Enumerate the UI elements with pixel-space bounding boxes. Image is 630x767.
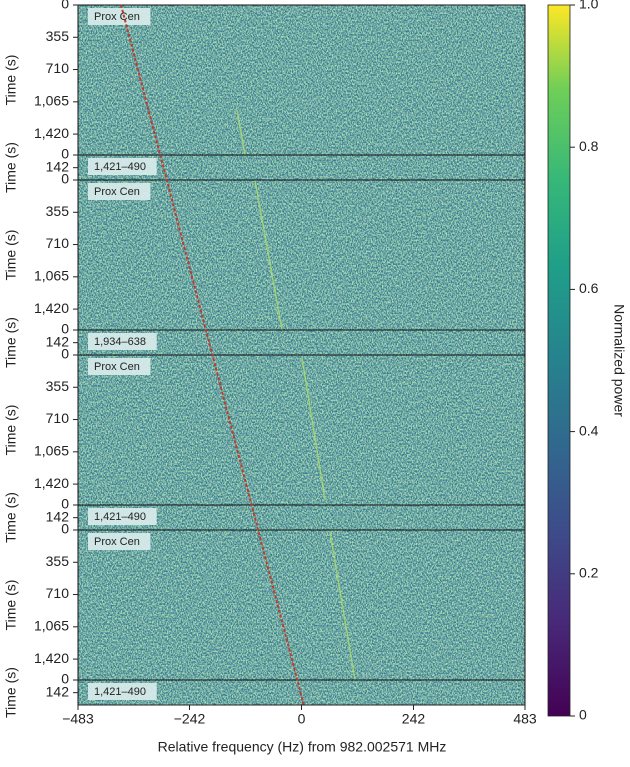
colorbar-tick-label: 0.4	[579, 422, 599, 438]
panel-label: Prox Cen	[88, 533, 151, 550]
colorbar-tick-label: 1.0	[579, 0, 599, 12]
y-tick-label: 0	[61, 521, 69, 537]
x-tick-label: 0	[298, 711, 306, 727]
panel-label-box	[88, 533, 151, 550]
signal-trace	[301, 357, 326, 501]
y-tick-label: 0	[61, 496, 69, 512]
y-tick-label: 355	[46, 378, 70, 394]
panel-label-text: 1,421–490	[94, 161, 146, 173]
panel-label-text: 1,934–638	[94, 336, 146, 348]
y-axis-label: Time (s)	[3, 405, 19, 456]
colorbar	[547, 4, 571, 717]
panel-label-box	[88, 8, 151, 25]
y-tick-label: 0	[61, 146, 69, 162]
signal-trace	[329, 531, 356, 681]
y-tick-label: 355	[46, 553, 70, 569]
y-axis-label: Time (s)	[3, 142, 19, 193]
panel-label-text: Prox Cen	[94, 11, 140, 23]
y-tick-label: 1,420	[34, 650, 69, 666]
panel-label: 1,934–638	[88, 333, 157, 350]
colorbar-tick-label: 0.8	[579, 138, 599, 154]
x-tick-label: 483	[513, 711, 537, 727]
x-tick-label: −483	[62, 711, 94, 727]
y-axis-label: Time (s)	[3, 667, 19, 718]
panel-label: Prox Cen	[88, 8, 151, 25]
colorbar-label: Normalized power	[611, 304, 627, 417]
panel-label-box	[88, 158, 157, 175]
y-tick-label: 0	[61, 171, 69, 187]
y-tick-label: 142	[46, 333, 70, 349]
x-tick-label: −242	[174, 711, 206, 727]
panel-label-box	[88, 358, 151, 375]
panel-label: Prox Cen	[88, 358, 151, 375]
y-axis-label: Time (s)	[3, 230, 19, 281]
y-tick-label: 1,065	[34, 618, 69, 634]
y-tick-label: 0	[61, 346, 69, 362]
y-tick-label: 1,420	[34, 300, 69, 316]
y-tick-label: 355	[46, 203, 70, 219]
drift-track	[120, 4, 305, 706]
panel-label-text: Prox Cen	[94, 536, 140, 548]
colorbar-tick-label: 0.6	[579, 280, 599, 296]
panel-label-text: 1,421–490	[94, 686, 146, 698]
panel-label-text: Prox Cen	[94, 186, 140, 198]
signal-trace	[254, 179, 283, 331]
y-tick-label: 710	[46, 60, 70, 76]
y-tick-label: 0	[61, 0, 69, 12]
y-tick-label: 0	[61, 321, 69, 337]
panel-label-box	[88, 508, 157, 525]
y-tick-label: 142	[46, 158, 70, 174]
y-tick-label: 1,065	[34, 93, 69, 109]
signal-trace	[236, 109, 246, 156]
y-tick-label: 1,420	[34, 125, 69, 141]
y-tick-label: 1,065	[34, 268, 69, 284]
y-tick-label: 142	[46, 508, 70, 524]
x-tick-label: 242	[402, 711, 426, 727]
panel-label: 1,421–490	[88, 158, 157, 175]
panel-label: 1,421–490	[88, 508, 157, 525]
colorbar-tick-label: 0	[579, 707, 587, 723]
colorbar-tick-label: 0.2	[579, 565, 599, 581]
y-axis-label: Time (s)	[3, 55, 19, 106]
panel-label-box	[88, 333, 157, 350]
panel-label-text: Prox Cen	[94, 361, 140, 373]
y-tick-label: 355	[46, 28, 70, 44]
y-tick-label: 142	[46, 683, 70, 699]
panel-label: Prox Cen	[88, 183, 151, 200]
panel-label: 1,421–490	[88, 683, 157, 700]
y-tick-label: 710	[46, 235, 70, 251]
y-tick-label: 0	[61, 671, 69, 687]
y-tick-label: 710	[46, 585, 70, 601]
y-axis-label: Time (s)	[3, 317, 19, 368]
y-tick-label: 710	[46, 410, 70, 426]
y-tick-label: 1,065	[34, 443, 69, 459]
y-axis-label: Time (s)	[3, 580, 19, 631]
y-axis-label: Time (s)	[3, 492, 19, 543]
panel-label-text: 1,421–490	[94, 511, 146, 523]
x-axis-label: Relative frequency (Hz) from 982.002571 …	[158, 739, 447, 755]
panel-label-box	[88, 683, 157, 700]
y-tick-label: 1,420	[34, 475, 69, 491]
panel-label-box	[88, 183, 151, 200]
